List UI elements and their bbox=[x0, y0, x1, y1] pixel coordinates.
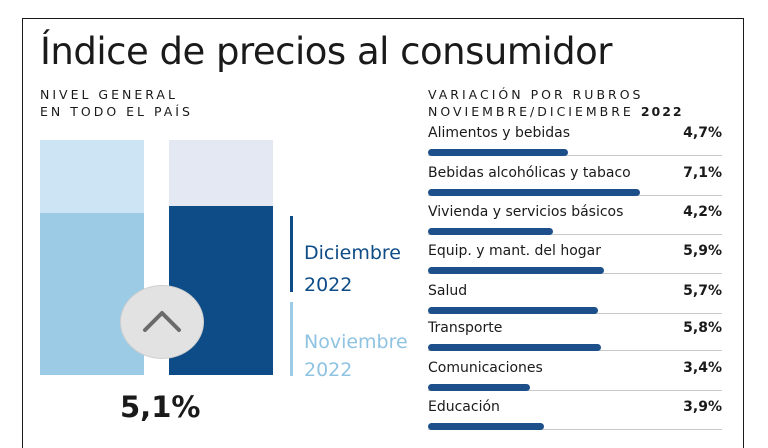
category-value: 4,2% bbox=[683, 204, 722, 220]
category-track bbox=[428, 429, 722, 430]
general-value: 5,1% bbox=[120, 390, 201, 424]
chart-title: Índice de precios al consumidor bbox=[40, 30, 612, 73]
november-legend-year: 2022 bbox=[304, 359, 353, 381]
category-label: Bebidas alcohólicas y tabaco bbox=[428, 165, 631, 181]
category-value: 5,8% bbox=[683, 320, 722, 336]
category-value: 5,7% bbox=[683, 283, 722, 299]
toggle-button[interactable] bbox=[120, 285, 204, 359]
category-label: Vivienda y servicios básicos bbox=[428, 204, 624, 220]
category-bar bbox=[428, 267, 605, 274]
category-track bbox=[428, 155, 722, 156]
december-legend-month: Diciembre bbox=[304, 242, 401, 264]
category-label: Alimentos y bebidas bbox=[428, 125, 571, 141]
category-value: 3,9% bbox=[683, 399, 722, 415]
right-subtitle-line2: NOVIEMBRE/DICIEMBRE 2022 bbox=[428, 103, 684, 120]
category-label: Transporte bbox=[428, 320, 503, 336]
left-subtitle: NIVEL GENERAL EN TODO EL PAÍS bbox=[40, 86, 193, 120]
category-label: Equip. y mant. del hogar bbox=[428, 243, 601, 259]
category-label: Comunicaciones bbox=[428, 360, 543, 376]
right-subtitle-year: 2022 bbox=[640, 104, 684, 119]
category-label: Educación bbox=[428, 399, 500, 415]
category-label: Salud bbox=[428, 283, 468, 299]
december-legend-line bbox=[290, 216, 293, 292]
category-track bbox=[428, 390, 722, 391]
category-value: 7,1% bbox=[683, 165, 722, 181]
category-bar bbox=[428, 307, 599, 314]
right-subtitle-period: NOVIEMBRE/DICIEMBRE bbox=[428, 104, 634, 119]
december-legend-year: 2022 bbox=[304, 274, 353, 296]
category-bar bbox=[428, 423, 545, 430]
category-bar bbox=[428, 228, 554, 235]
category-value: 3,4% bbox=[683, 360, 722, 376]
left-subtitle-line1: NIVEL GENERAL bbox=[40, 87, 178, 102]
november-legend-month: Noviembre bbox=[304, 331, 408, 353]
december-legend: Diciembre 2022 bbox=[304, 239, 401, 299]
chevron-up-icon bbox=[143, 311, 181, 332]
november-bar bbox=[40, 212, 144, 375]
november-legend: Noviembre 2022 bbox=[304, 328, 408, 384]
november-legend-line bbox=[290, 302, 293, 376]
category-value: 4,7% bbox=[683, 125, 722, 141]
category-bar bbox=[428, 189, 640, 196]
category-track bbox=[428, 234, 722, 235]
chart-frame bbox=[22, 18, 744, 448]
right-subtitle-line1: VARIACIÓN POR RUBROS bbox=[428, 87, 644, 102]
category-bar bbox=[428, 149, 569, 156]
category-bar bbox=[428, 344, 602, 351]
right-subtitle: VARIACIÓN POR RUBROS NOVIEMBRE/DICIEMBRE… bbox=[428, 86, 684, 120]
category-bar bbox=[428, 384, 530, 391]
category-value: 5,9% bbox=[683, 243, 722, 259]
left-subtitle-line2: EN TODO EL PAÍS bbox=[40, 104, 193, 119]
